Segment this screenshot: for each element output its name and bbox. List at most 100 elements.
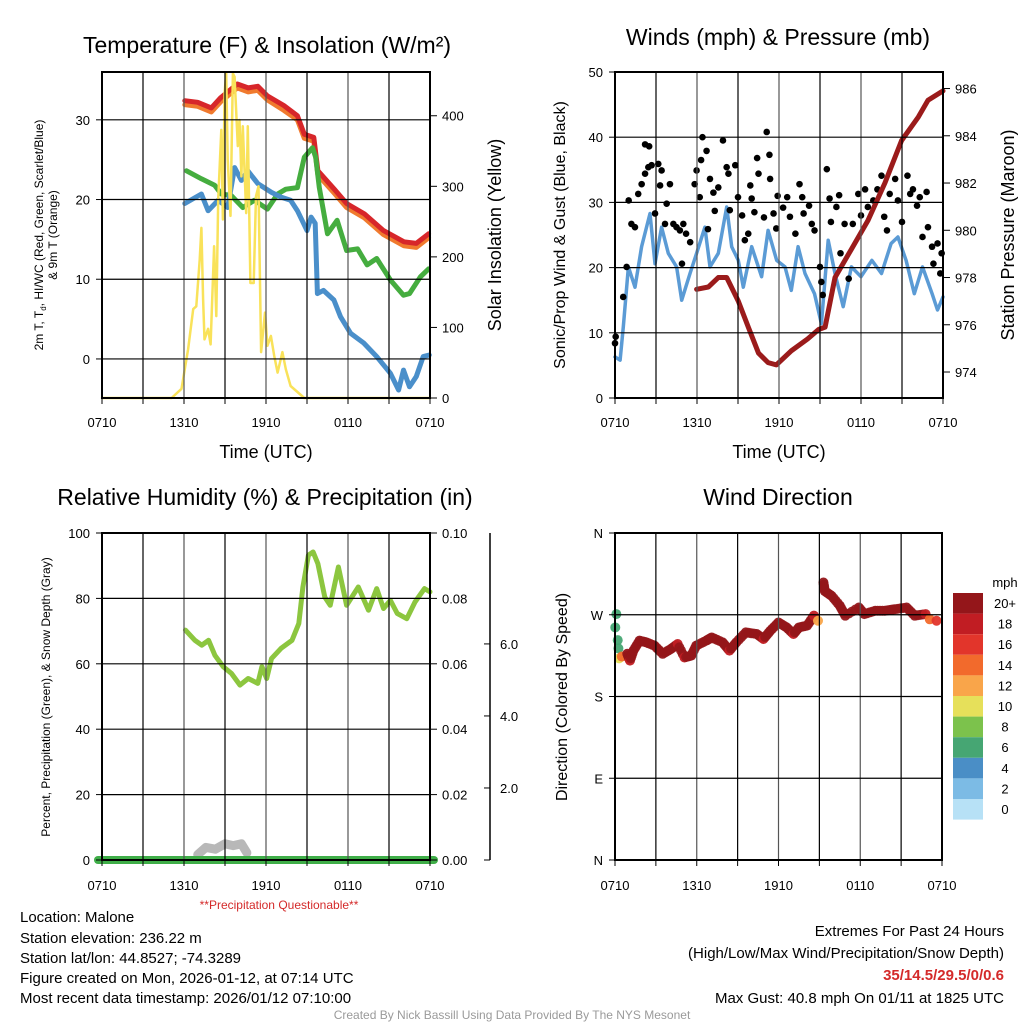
gust-point bbox=[663, 200, 670, 208]
y2-tick-label: 0 bbox=[442, 391, 449, 406]
recent-data-timestamp: Most recent data timestamp: 2026/01/12 0… bbox=[20, 990, 351, 1007]
series-hi-wc bbox=[182, 165, 432, 393]
legend-title: mph bbox=[992, 575, 1017, 590]
legend-label: 14 bbox=[998, 658, 1012, 673]
y2-tick-label: 978 bbox=[955, 271, 977, 286]
gust-point bbox=[661, 220, 669, 228]
gust-point bbox=[658, 167, 665, 174]
gust-point bbox=[854, 190, 862, 198]
gust-point bbox=[864, 203, 872, 211]
y-tick-label: 0 bbox=[596, 391, 603, 406]
gust-point bbox=[751, 208, 758, 216]
y-tick-label: 10 bbox=[589, 326, 603, 341]
x-tick-label: 0110 bbox=[334, 415, 362, 430]
legend-label: 16 bbox=[998, 637, 1012, 652]
humidity-panel-title: Relative Humidity (%) & Precipitation (i… bbox=[57, 484, 472, 510]
gust-point bbox=[656, 182, 664, 189]
y-tick-label: W bbox=[591, 608, 604, 623]
gust-point bbox=[930, 260, 937, 267]
gust-point bbox=[634, 190, 642, 198]
gust-point bbox=[916, 193, 924, 201]
y2-tick-label: 200 bbox=[442, 250, 464, 265]
y-tick-label: 30 bbox=[589, 195, 603, 210]
gust-point bbox=[904, 172, 911, 179]
y-tick-label: 0 bbox=[83, 352, 90, 367]
snow-tick-label: 2.0 bbox=[500, 781, 518, 796]
y2-tick-label: 400 bbox=[442, 109, 464, 124]
gust-point bbox=[655, 160, 662, 168]
wind-left-axis-label: Sonic/Prop Wind & Gust (Blue, Black) bbox=[552, 101, 569, 369]
gust-point bbox=[796, 180, 803, 188]
gust-point bbox=[923, 188, 930, 196]
x-tick-label: 0710 bbox=[416, 878, 445, 893]
gust-point bbox=[783, 193, 791, 201]
y-tick-label: 50 bbox=[589, 65, 603, 80]
snow-tick-label: 4.0 bbox=[500, 709, 518, 724]
y-tick-label: 80 bbox=[76, 591, 90, 606]
winds-plot-frame bbox=[614, 71, 944, 399]
x-tick-label: 0710 bbox=[601, 878, 630, 893]
y2-tick-label: 0.08 bbox=[442, 591, 467, 606]
gust-point bbox=[748, 195, 755, 202]
y2-tick-label: 984 bbox=[955, 129, 977, 144]
legend-label: 12 bbox=[998, 678, 1012, 693]
x-tick-label: 1310 bbox=[170, 415, 199, 430]
gust-point bbox=[835, 191, 843, 199]
legend-swatch bbox=[953, 654, 983, 676]
gust-point bbox=[841, 220, 848, 228]
gust-point bbox=[845, 275, 852, 282]
temperature-left-axis-label-line2: & 9m T (Orange) bbox=[46, 190, 60, 280]
axes-layer: 0710 1310 1910 0110 071001020300100200300400… bbox=[68, 65, 1017, 893]
y2-tick-label: 0.04 bbox=[442, 722, 467, 737]
gust-point bbox=[731, 161, 739, 169]
gust-point bbox=[753, 154, 761, 162]
gust-point bbox=[800, 210, 807, 217]
gust-point bbox=[774, 192, 781, 200]
x-tick-label: 1310 bbox=[682, 878, 711, 893]
gust-point bbox=[808, 220, 816, 228]
x-tick-label: 1910 bbox=[765, 415, 794, 430]
gust-point bbox=[623, 263, 630, 271]
x-tick-label: 0710 bbox=[928, 878, 957, 893]
pressure-axis-label: Station Pressure (Maroon) bbox=[998, 129, 1018, 340]
snow-tick-label: 6.0 bbox=[500, 637, 518, 652]
legend-swatch bbox=[953, 634, 983, 655]
gust-point bbox=[818, 278, 825, 286]
gust-point bbox=[686, 238, 694, 246]
gust-point bbox=[770, 210, 777, 217]
gust-point bbox=[919, 233, 926, 241]
x-tick-label: 0710 bbox=[929, 415, 958, 430]
y2-tick-label: 986 bbox=[955, 82, 977, 97]
gust-point bbox=[723, 163, 730, 171]
y2-tick-label: 0.10 bbox=[442, 526, 467, 541]
gust-point bbox=[715, 184, 722, 191]
max-gust: Max Gust: 40.8 mph On 01/11 at 1825 UTC bbox=[715, 990, 1004, 1007]
direction-point bbox=[611, 609, 622, 620]
gust-point bbox=[744, 230, 752, 237]
gust-point bbox=[880, 213, 888, 221]
y-tick-label: N bbox=[594, 526, 603, 541]
y-tick-label: 20 bbox=[76, 788, 90, 803]
y2-tick-label: 300 bbox=[442, 179, 464, 194]
winds-panel-title: Winds (mph) & Pressure (mb) bbox=[626, 24, 930, 50]
legend-label: 2 bbox=[1001, 781, 1008, 796]
gust-point bbox=[704, 225, 712, 233]
gust-point bbox=[645, 143, 653, 150]
direction-point bbox=[813, 615, 824, 626]
gust-point bbox=[766, 175, 774, 183]
gust-point bbox=[691, 180, 698, 188]
y-tick-label: 40 bbox=[589, 130, 603, 145]
legend-swatch bbox=[953, 799, 983, 820]
gust-point bbox=[819, 291, 827, 299]
y2-tick-label: 0.06 bbox=[442, 657, 467, 672]
y2-tick-label: 0.02 bbox=[442, 788, 467, 803]
x-tick-label: 1310 bbox=[683, 415, 712, 430]
winds-axes: 0710 1310 1910 0110 0710 0 10 20 30 40 50 974 976 978… bbox=[589, 65, 977, 430]
figure-created: Figure created on Mon, 2026-01-12, at 07… bbox=[20, 970, 354, 987]
gust-point bbox=[772, 225, 780, 232]
gust-point bbox=[823, 165, 831, 173]
y-tick-label: 60 bbox=[76, 657, 90, 672]
direction-axes: 0710 1310 1910 0110 0710 N E S W N bbox=[591, 526, 957, 893]
gust-point bbox=[726, 206, 734, 214]
